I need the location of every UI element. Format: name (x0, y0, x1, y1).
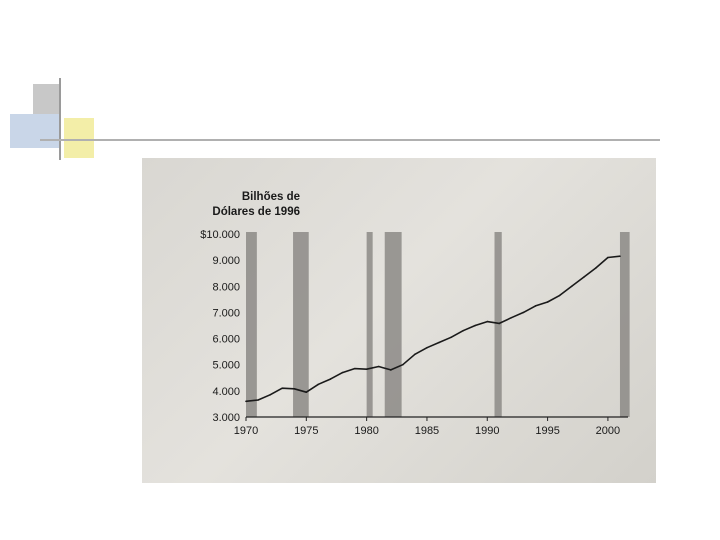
y-tick-label-1: 9.000 (212, 255, 240, 267)
y-axis-title-line1: Bilhões de (241, 191, 300, 203)
data-point-29 (595, 267, 597, 269)
data-point-28 (582, 276, 585, 278)
data-point-16 (438, 341, 440, 344)
x-tick-label-4: 1990 (475, 425, 499, 437)
data-point-17 (450, 336, 452, 339)
data-point-30 (607, 256, 609, 259)
data-point-13 (402, 363, 404, 366)
data-point-23 (522, 311, 525, 314)
data-point-27 (570, 285, 573, 288)
data-point-18 (462, 329, 464, 332)
shaded-period-2 (366, 232, 373, 417)
y-tick-label-4: 6.000 (212, 334, 240, 346)
data-point-0 (245, 400, 247, 403)
data-point-3 (281, 387, 283, 390)
data-point-20 (486, 320, 489, 323)
x-tick-label-0: 1970 (234, 425, 258, 437)
x-tick-label-1: 1975 (294, 425, 318, 437)
data-point-22 (510, 316, 513, 319)
data-point-1 (257, 399, 259, 401)
y-tick-label-3: 7.000 (212, 307, 240, 319)
data-point-8 (341, 371, 344, 374)
chart-photo: Bilhões de Dólares de 1996 $10.000 9.000 8… (142, 158, 656, 483)
shaded-period-4 (494, 232, 502, 417)
data-point-26 (558, 294, 561, 297)
data-point-24 (534, 305, 537, 307)
data-point-5 (305, 391, 308, 393)
slide-decoration (10, 78, 660, 160)
shaded-period-0 (246, 232, 257, 417)
data-point-9 (353, 367, 356, 370)
x-tick-label-3: 1985 (415, 425, 439, 437)
data-point-10 (365, 368, 368, 370)
data-point-2 (269, 393, 271, 396)
data-point-19 (474, 324, 477, 327)
shaded-period-1 (293, 232, 309, 417)
y-axis-title-line2: Dólares de 1996 (212, 206, 300, 218)
decor-yellow-square (64, 118, 94, 158)
shaded-period-3 (384, 232, 402, 417)
data-point-14 (414, 353, 416, 356)
y-tick-label-0: $10.000 (200, 229, 240, 241)
data-point-4 (293, 387, 296, 390)
gdp-line-chart: $10.000 9.000 8.000 7.000 6.000 5.000 4.000 3.0… (200, 229, 630, 437)
shaded-period-5 (619, 232, 630, 417)
y-tick-label-6: 4.000 (212, 386, 240, 398)
x-tick-label-2: 1980 (354, 425, 378, 437)
y-tick-label-7: 3.000 (212, 412, 240, 424)
x-tick-label-5: 1995 (535, 425, 559, 437)
y-tick-label-5: 5.000 (212, 360, 240, 372)
y-tick-label-2: 8.000 (212, 281, 240, 293)
data-point-6 (317, 383, 320, 386)
data-point-7 (329, 378, 332, 380)
x-tick-label-6: 2000 (596, 425, 620, 437)
y-axis-title: Bilhões de Dólares de 1996 (200, 190, 300, 220)
data-point-11 (377, 365, 380, 368)
data-point-15 (426, 346, 428, 349)
data-point-31 (619, 255, 621, 258)
data-point-21 (498, 322, 501, 325)
data-point-25 (546, 301, 549, 303)
series-line-0 (245, 255, 621, 403)
data-point-12 (389, 369, 392, 371)
decor-blue-square (10, 114, 60, 148)
